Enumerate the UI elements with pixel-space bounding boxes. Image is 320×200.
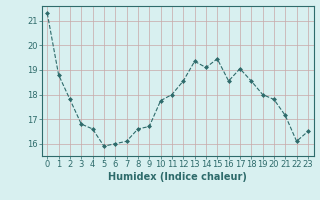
X-axis label: Humidex (Indice chaleur): Humidex (Indice chaleur) <box>108 172 247 182</box>
